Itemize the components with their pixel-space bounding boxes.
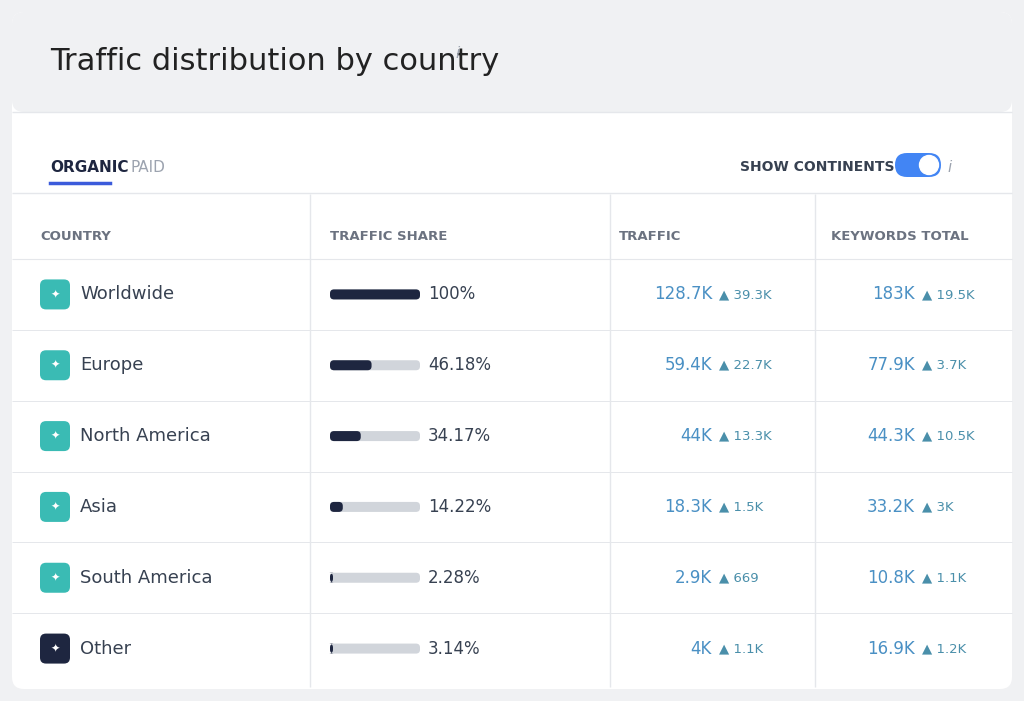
Text: 2.9K: 2.9K <box>675 569 712 587</box>
Text: KEYWORDS TOTAL: KEYWORDS TOTAL <box>831 231 969 243</box>
Text: ▲ 1.1K: ▲ 1.1K <box>922 571 967 584</box>
Text: ▲ 3.7K: ▲ 3.7K <box>922 359 967 372</box>
FancyBboxPatch shape <box>330 502 343 512</box>
FancyBboxPatch shape <box>40 563 70 593</box>
Text: ✦: ✦ <box>50 502 59 512</box>
Text: North America: North America <box>80 427 211 445</box>
Text: ✦: ✦ <box>50 360 59 370</box>
Text: ▲ 669: ▲ 669 <box>719 571 759 584</box>
Text: ▲ 1.2K: ▲ 1.2K <box>922 642 967 655</box>
FancyBboxPatch shape <box>330 573 420 583</box>
FancyBboxPatch shape <box>329 644 334 653</box>
Text: ORGANIC: ORGANIC <box>50 160 128 175</box>
Text: ▲ 22.7K: ▲ 22.7K <box>719 359 772 372</box>
FancyBboxPatch shape <box>330 431 420 441</box>
Text: Asia: Asia <box>80 498 118 516</box>
Text: 77.9K: 77.9K <box>867 356 915 374</box>
Text: SHOW CONTINENTS: SHOW CONTINENTS <box>740 160 895 174</box>
FancyBboxPatch shape <box>330 290 420 299</box>
Text: 4K: 4K <box>690 639 712 658</box>
Text: TRAFFIC: TRAFFIC <box>618 231 681 243</box>
FancyBboxPatch shape <box>329 573 334 583</box>
FancyBboxPatch shape <box>895 153 941 177</box>
Text: 46.18%: 46.18% <box>428 356 490 374</box>
Text: Traffic distribution by country: Traffic distribution by country <box>50 48 500 76</box>
FancyBboxPatch shape <box>40 421 70 451</box>
FancyBboxPatch shape <box>40 634 70 664</box>
FancyBboxPatch shape <box>330 360 420 370</box>
Text: ✦: ✦ <box>50 431 59 441</box>
Text: 14.22%: 14.22% <box>428 498 492 516</box>
Text: 183K: 183K <box>872 285 915 304</box>
Text: 128.7K: 128.7K <box>653 285 712 304</box>
Text: ✦: ✦ <box>50 644 59 653</box>
Text: 44.3K: 44.3K <box>867 427 915 445</box>
Text: 34.17%: 34.17% <box>428 427 492 445</box>
Text: 2.28%: 2.28% <box>428 569 480 587</box>
Text: South America: South America <box>80 569 213 587</box>
Text: 3.14%: 3.14% <box>428 639 480 658</box>
Text: ▲ 39.3K: ▲ 39.3K <box>719 288 772 301</box>
Text: COUNTRY: COUNTRY <box>40 231 111 243</box>
FancyBboxPatch shape <box>40 492 70 522</box>
FancyBboxPatch shape <box>330 644 420 653</box>
Text: ✦: ✦ <box>50 573 59 583</box>
Text: ✦: ✦ <box>50 290 59 299</box>
Text: ▲ 1.5K: ▲ 1.5K <box>719 501 763 513</box>
Text: ▲ 3K: ▲ 3K <box>922 501 953 513</box>
Text: ▲ 10.5K: ▲ 10.5K <box>922 430 975 442</box>
Text: 16.9K: 16.9K <box>867 639 915 658</box>
Text: Europe: Europe <box>80 356 143 374</box>
Text: ▲ 13.3K: ▲ 13.3K <box>719 430 772 442</box>
FancyBboxPatch shape <box>330 431 360 441</box>
FancyBboxPatch shape <box>40 350 70 380</box>
Text: i: i <box>455 46 459 62</box>
FancyBboxPatch shape <box>12 12 1012 689</box>
FancyBboxPatch shape <box>330 502 420 512</box>
FancyBboxPatch shape <box>40 280 70 309</box>
Text: 44K: 44K <box>680 427 712 445</box>
Text: i: i <box>947 160 951 175</box>
Text: TRAFFIC SHARE: TRAFFIC SHARE <box>330 231 447 243</box>
Text: Other: Other <box>80 639 131 658</box>
FancyBboxPatch shape <box>330 360 372 370</box>
FancyBboxPatch shape <box>12 12 1012 112</box>
Text: 59.4K: 59.4K <box>665 356 712 374</box>
Circle shape <box>920 156 939 175</box>
Text: ▲ 1.1K: ▲ 1.1K <box>719 642 763 655</box>
Text: 100%: 100% <box>428 285 475 304</box>
Text: 33.2K: 33.2K <box>867 498 915 516</box>
Text: 18.3K: 18.3K <box>665 498 712 516</box>
Text: PAID: PAID <box>130 160 165 175</box>
Text: Worldwide: Worldwide <box>80 285 174 304</box>
Text: 10.8K: 10.8K <box>867 569 915 587</box>
FancyBboxPatch shape <box>330 290 420 299</box>
Text: ▲ 19.5K: ▲ 19.5K <box>922 288 975 301</box>
